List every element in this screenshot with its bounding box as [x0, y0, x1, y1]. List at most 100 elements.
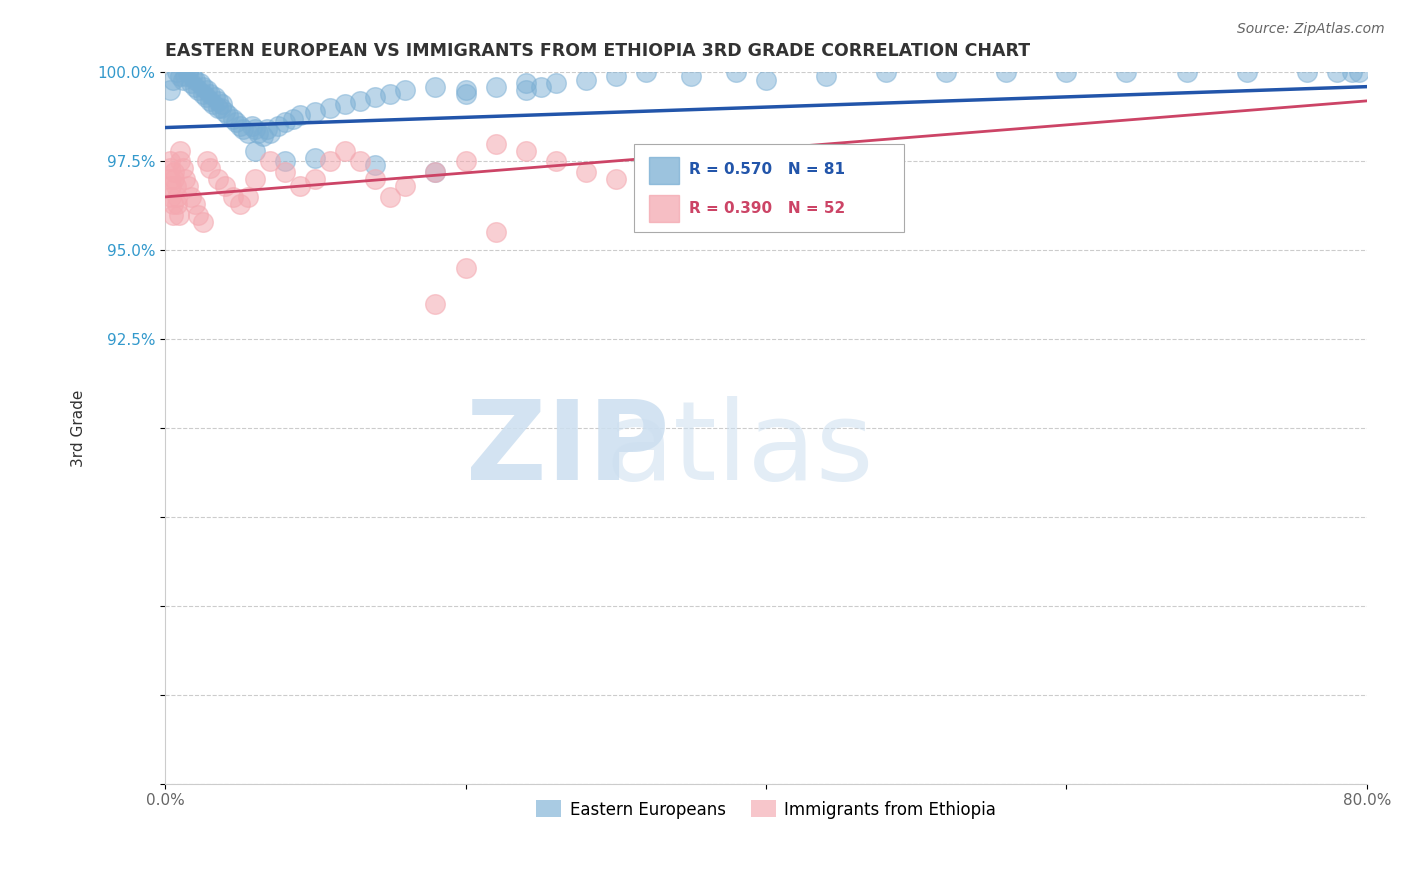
Point: [195, 154, 218, 169]
Point: [425, 165, 447, 179]
Point: [290, 179, 312, 194]
Point: [304, 151, 326, 165]
Point: [875, 65, 897, 79]
Point: [380, 190, 402, 204]
Point: [679, 69, 702, 83]
Point: [259, 126, 281, 140]
Point: [544, 76, 567, 90]
Point: [187, 83, 209, 97]
Point: [267, 119, 290, 133]
Point: [815, 69, 838, 83]
Point: [194, 90, 217, 104]
Point: [274, 165, 297, 179]
Point: [425, 79, 447, 94]
Point: [195, 83, 218, 97]
Point: [247, 126, 270, 140]
Point: [425, 296, 447, 310]
Point: [217, 108, 239, 122]
Point: [207, 94, 229, 108]
Point: [349, 154, 371, 169]
Point: [162, 72, 184, 87]
Point: [530, 79, 553, 94]
Text: atlas: atlas: [606, 396, 875, 503]
Point: [173, 69, 195, 83]
Point: [484, 79, 506, 94]
Point: [221, 112, 243, 126]
Point: [319, 154, 342, 169]
Point: [995, 65, 1018, 79]
Point: [484, 136, 506, 151]
Point: [245, 122, 267, 136]
Point: [214, 179, 236, 194]
Point: [214, 104, 236, 119]
Point: [364, 158, 387, 172]
Point: [165, 179, 187, 194]
Point: [167, 208, 190, 222]
Point: [166, 190, 188, 204]
Point: [304, 104, 326, 119]
Point: [259, 154, 281, 169]
Point: [364, 172, 387, 186]
Bar: [650, 157, 679, 184]
Point: [252, 129, 274, 144]
Point: [304, 172, 326, 186]
Point: [198, 161, 221, 176]
Point: [159, 154, 181, 169]
Point: [1295, 65, 1317, 79]
Point: [724, 65, 747, 79]
Point: [211, 97, 233, 112]
Point: [256, 122, 278, 136]
Point: [159, 161, 181, 176]
Point: [207, 101, 229, 115]
Point: [162, 197, 184, 211]
Point: [162, 208, 184, 222]
Point: [515, 83, 537, 97]
Point: [166, 65, 188, 79]
Point: [454, 260, 477, 275]
Point: [245, 172, 267, 186]
Point: [221, 190, 243, 204]
Point: [1115, 65, 1137, 79]
Point: [281, 112, 304, 126]
Point: [454, 154, 477, 169]
Point: [274, 154, 297, 169]
Point: [176, 179, 198, 194]
Point: [225, 115, 247, 129]
Point: [364, 90, 387, 104]
Point: [187, 208, 209, 222]
Point: [605, 69, 627, 83]
Point: [169, 144, 191, 158]
Point: [274, 115, 297, 129]
Point: [166, 197, 188, 211]
Point: [515, 76, 537, 90]
Text: R = 0.390   N = 52: R = 0.390 N = 52: [689, 201, 845, 216]
FancyBboxPatch shape: [634, 144, 904, 233]
Point: [204, 90, 226, 104]
Point: [202, 97, 225, 112]
Point: [575, 72, 598, 87]
Point: [236, 126, 259, 140]
Point: [163, 165, 186, 179]
Point: [209, 101, 232, 115]
Point: [169, 69, 191, 83]
Point: [160, 179, 183, 194]
Point: [634, 65, 657, 79]
Point: [679, 154, 702, 169]
Point: [454, 87, 477, 101]
Point: [180, 190, 202, 204]
Point: [319, 101, 342, 115]
Point: [634, 179, 657, 194]
Text: Source: ZipAtlas.com: Source: ZipAtlas.com: [1237, 22, 1385, 37]
Point: [198, 94, 221, 108]
Point: [394, 179, 416, 194]
Point: [335, 97, 357, 112]
Point: [159, 172, 181, 186]
Text: ZIP: ZIP: [467, 396, 669, 503]
Point: [335, 144, 357, 158]
Point: [515, 144, 537, 158]
Point: [544, 154, 567, 169]
Point: [229, 197, 252, 211]
Point: [349, 94, 371, 108]
Point: [394, 83, 416, 97]
Y-axis label: 3rd Grade: 3rd Grade: [72, 390, 86, 467]
